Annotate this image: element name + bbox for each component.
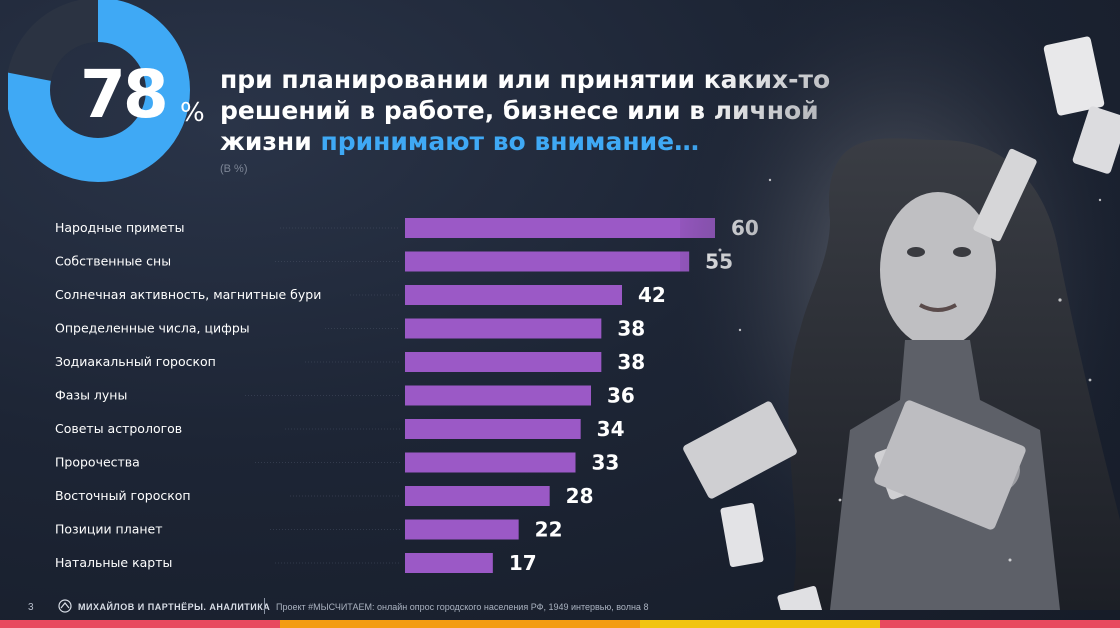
unit-note: (В %) xyxy=(220,163,248,175)
bar-value-label: 36 xyxy=(607,384,635,408)
bar xyxy=(405,285,622,305)
bar-value-label: 38 xyxy=(617,317,645,341)
category-label: Солнечная активность, магнитные бури xyxy=(55,287,321,302)
footer-color-stripe xyxy=(0,620,1120,628)
stripe-segment xyxy=(0,620,280,628)
bar-value-label: 22 xyxy=(535,518,563,542)
bar-value-label: 38 xyxy=(617,350,645,374)
playing-card-icon xyxy=(683,36,1120,610)
woman-with-cards-photo xyxy=(680,0,1120,610)
category-label: Собственные сны xyxy=(55,254,171,269)
bar-value-label: 33 xyxy=(592,451,620,475)
headline-accent-text: принимают во внимание… xyxy=(320,127,700,156)
page-number: 3 xyxy=(28,602,34,613)
stripe-segment xyxy=(880,620,1120,628)
category-label: Зодиакальный гороскоп xyxy=(55,354,216,369)
footer: 3 МИХАЙЛОВ И ПАРТНЁРЫ. АНАЛИТИКА Проект … xyxy=(0,596,1120,620)
brand-logo-icon xyxy=(58,599,72,613)
category-label: Определенные числа, цифры xyxy=(55,321,250,336)
category-label: Натальные карты xyxy=(55,555,172,570)
footer-divider xyxy=(264,598,265,614)
donut-chart xyxy=(8,0,190,182)
bar xyxy=(405,519,519,540)
stripe-segment xyxy=(280,620,640,628)
bar xyxy=(405,452,576,473)
category-label: Позиции планет xyxy=(55,522,163,537)
brand-name: МИХАЙЛОВ И ПАРТНЁРЫ. АНАЛИТИКА xyxy=(78,602,271,612)
bar-value-label: 28 xyxy=(566,484,594,508)
bar xyxy=(405,486,550,506)
stripe-segment xyxy=(640,620,880,628)
bar xyxy=(405,385,591,406)
bar-value-label: 34 xyxy=(597,417,625,441)
percent-sign: % xyxy=(180,98,205,128)
category-label: Советы астрологов xyxy=(55,421,182,436)
category-label: Народные приметы xyxy=(55,220,185,235)
category-label: Восточный гороскоп xyxy=(55,488,191,503)
category-label: Пророчества xyxy=(55,455,140,470)
bar xyxy=(405,251,690,272)
bar xyxy=(405,419,581,439)
bar-value-label: 17 xyxy=(509,551,537,575)
bar xyxy=(405,553,493,573)
source-note: Проект #МЫСЧИТАЕМ: онлайн опрос городско… xyxy=(276,602,649,612)
category-label: Фазы луны xyxy=(55,388,127,403)
bar-chart: Народные приметы60Собственные сны55Солне… xyxy=(55,218,715,575)
bar xyxy=(405,318,602,339)
donut-value-ring xyxy=(8,0,190,182)
bar xyxy=(405,352,602,372)
bar-value-label: 42 xyxy=(638,283,666,307)
big-percent-value: 78 xyxy=(80,56,169,133)
bar xyxy=(405,218,715,238)
